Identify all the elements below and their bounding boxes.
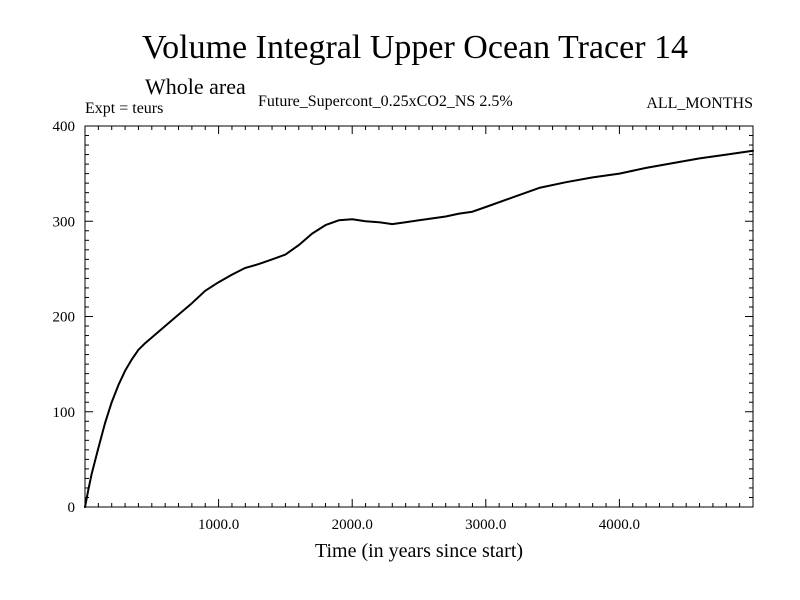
y-tick-label: 300: [53, 214, 76, 230]
experiment-label: Expt = teurs: [85, 100, 163, 117]
x-tick-label: 2000.0: [332, 517, 373, 533]
y-tick-label: 400: [53, 119, 76, 135]
run-label: Future_Supercont_0.25xCO2_NS 2.5%: [258, 93, 513, 110]
x-tick-label: 4000.0: [599, 517, 640, 533]
y-tick-label: 100: [53, 405, 76, 421]
chart-subtitle: Whole area: [145, 74, 246, 99]
chart-title: Volume Integral Upper Ocean Tracer 14: [142, 29, 688, 66]
series-line-0: [84, 149, 754, 508]
x-tick-label: 3000.0: [465, 517, 506, 533]
series-layer: [84, 149, 754, 508]
y-tick-label: 0: [68, 500, 76, 516]
x-axis-label: Time (in years since start): [315, 540, 523, 562]
y-tick-labels: 0 100 200 300 400: [53, 119, 76, 516]
axis-ticks: [85, 125, 753, 508]
months-label: ALL_MONTHS: [646, 95, 753, 112]
plot-frame: [84, 125, 754, 508]
x-tick-label: 1000.0: [198, 517, 239, 533]
y-tick-label: 200: [53, 310, 76, 326]
x-tick-labels: 1000.0 2000.0 3000.0 4000.0: [198, 517, 640, 533]
